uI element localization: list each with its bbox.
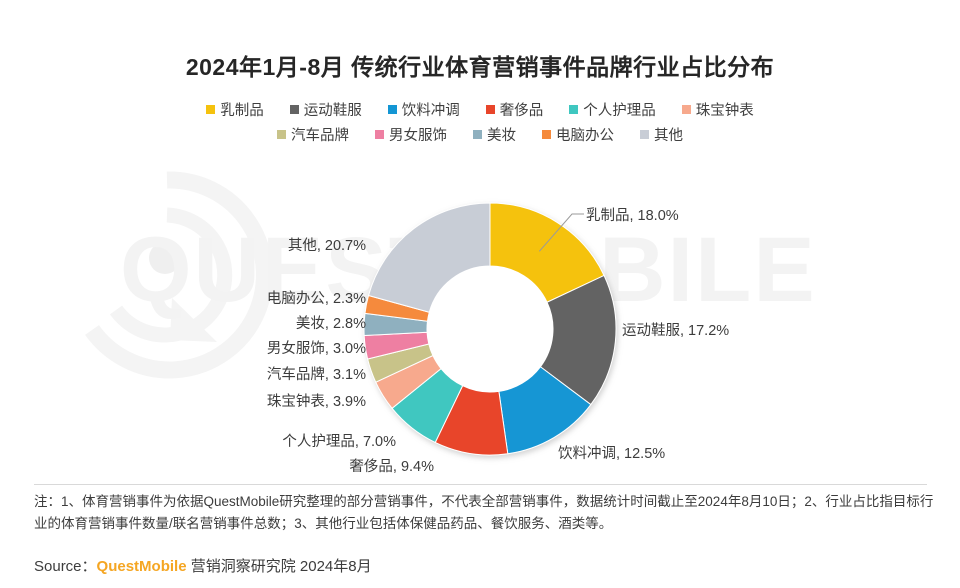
data-label-运动鞋服: 运动鞋服, 17.2%: [622, 323, 730, 339]
legend-swatch-icon: [375, 130, 384, 139]
legend-label: 汽车品牌: [291, 128, 349, 144]
legend-swatch-icon: [640, 130, 649, 139]
data-label-电脑办公: 电脑办公, 2.3%: [266, 291, 366, 307]
legend-swatch-icon: [473, 130, 482, 139]
legend-label: 其他: [654, 128, 683, 144]
legend-label: 男女服饰: [389, 128, 447, 144]
legend-swatch-icon: [485, 105, 495, 114]
footer-divider: [34, 484, 927, 485]
data-label-其他: 其他, 20.7%: [287, 238, 366, 254]
legend-item-电脑办公[interactable]: 电脑办公: [542, 124, 614, 145]
legend-item-个人护理品[interactable]: 个人护理品: [569, 99, 656, 120]
legend-label: 运动鞋服: [303, 103, 362, 119]
legend-row: 汽车品牌 男女服饰 美妆 电脑办公 其他: [277, 124, 683, 145]
legend-swatch-icon: [569, 105, 579, 114]
legend-swatch-icon: [277, 130, 286, 139]
data-label-珠宝钟表: 珠宝钟表, 3.9%: [266, 394, 366, 410]
chart-legend: 乳制品 运动鞋服 饮料冲调 奢侈品 个人护理品 珠宝钟表汽车品牌 男女服饰 美妆 电脑办公 其他: [0, 99, 960, 145]
legend-label: 饮料冲调: [401, 103, 460, 119]
legend-label: 珠宝钟表: [695, 103, 754, 119]
legend-swatch-icon: [289, 105, 299, 114]
legend-item-乳制品[interactable]: 乳制品: [206, 99, 264, 120]
legend-item-美妆[interactable]: 美妆: [473, 124, 516, 145]
legend-label: 美妆: [487, 128, 516, 144]
legend-label: 奢侈品: [499, 103, 544, 119]
legend-item-珠宝钟表[interactable]: 珠宝钟表: [681, 99, 754, 120]
source-prefix: Source：: [34, 558, 97, 575]
footnote-text: 注：1、体育营销事件为依据QuestMobile研究整理的部分营销事件，不代表全…: [34, 494, 934, 531]
legend-item-其他[interactable]: 其他: [640, 124, 683, 145]
source-brand: QuestMobile: [96, 558, 187, 575]
data-label-乳制品: 乳制品, 18.0%: [586, 208, 679, 224]
legend-label: 个人护理品: [583, 103, 656, 119]
data-label-个人护理品: 个人护理品, 7.0%: [282, 434, 396, 450]
leader-line-乳制品: [538, 213, 584, 252]
legend-swatch-icon: [542, 130, 551, 139]
legend-swatch-icon: [387, 105, 397, 114]
source-line: Source：QuestMobile 营销洞察研究院 2024年8月: [34, 555, 372, 576]
legend-label: 电脑办公: [556, 128, 614, 144]
page-title: 2024年1月-8月 传统行业体育营销事件品牌行业占比分布: [185, 54, 775, 80]
data-label-男女服饰: 男女服饰, 3.0%: [266, 341, 366, 357]
data-label-美妆: 美妆, 2.8%: [295, 316, 366, 332]
source-suffix: 营销洞察研究院 2024年8月: [186, 558, 372, 575]
data-label-饮料冲调: 饮料冲调, 12.5%: [558, 446, 666, 462]
legend-label: 乳制品: [220, 103, 264, 119]
legend-swatch-icon: [206, 105, 216, 114]
legend-item-运动鞋服[interactable]: 运动鞋服: [289, 99, 362, 120]
data-label-汽车品牌: 汽车品牌, 3.1%: [266, 367, 366, 383]
legend-item-男女服饰[interactable]: 男女服饰: [375, 124, 447, 145]
legend-swatch-icon: [681, 105, 691, 114]
legend-row: 乳制品 运动鞋服 饮料冲调 奢侈品 个人护理品 珠宝钟表: [206, 99, 754, 120]
data-label-奢侈品: 奢侈品, 9.4%: [349, 459, 434, 475]
legend-item-饮料冲调[interactable]: 饮料冲调: [387, 99, 460, 120]
legend-item-奢侈品[interactable]: 奢侈品: [485, 99, 544, 120]
legend-item-汽车品牌[interactable]: 汽车品牌: [277, 124, 349, 145]
